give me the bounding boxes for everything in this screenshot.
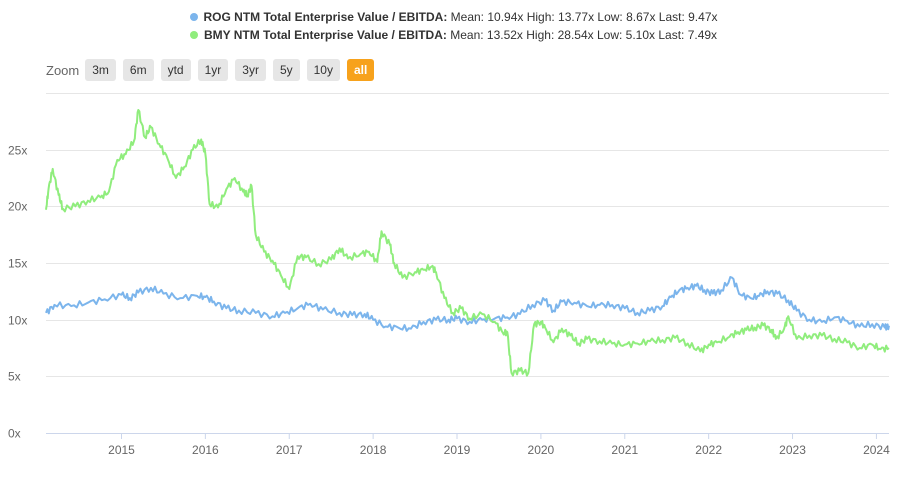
x-tick-label: 2020	[528, 443, 555, 457]
y-tick-label: 5x	[8, 370, 21, 384]
x-tick-label: 2015	[108, 443, 135, 457]
x-tick-label: 2018	[360, 443, 387, 457]
zoom-3m-button[interactable]: 3m	[85, 59, 116, 81]
x-tick-label: 2024	[863, 443, 890, 457]
series-layer	[45, 109, 890, 377]
legend-marker-icon	[189, 30, 198, 39]
zoom-3yr-button[interactable]: 3yr	[235, 59, 266, 81]
x-tick-label: 2021	[611, 443, 638, 457]
zoom-6m-button[interactable]: 6m	[122, 59, 154, 81]
zoom-5y-button[interactable]: 5y	[272, 59, 300, 81]
series-line-rog[interactable]	[45, 276, 890, 332]
y-tick-label: 15x	[8, 257, 27, 271]
legend-marker-icon	[189, 12, 198, 21]
x-tick-label: 2017	[276, 443, 303, 457]
legend-label: ROG NTM Total Enterprise Value / EBITDA	[203, 10, 444, 24]
x-tick-label: 2023	[779, 443, 806, 457]
y-tick-label: 20x	[8, 200, 27, 214]
zoom-ytd-button[interactable]: ytd	[160, 59, 191, 81]
legend-stats: Mean: 13.52x High: 28.54x Low: 5.10x Las…	[450, 28, 718, 42]
series-line-bmy[interactable]	[45, 109, 890, 377]
chart-legend: ROG NTM Total Enterprise Value / EBITDA:…	[0, 8, 907, 44]
legend-label: BMY NTM Total Enterprise Value / EBITDA	[203, 28, 443, 42]
zoom-1yr-button[interactable]: 1yr	[197, 59, 229, 81]
legend-item-rog[interactable]: ROG NTM Total Enterprise Value / EBITDA:…	[0, 8, 907, 26]
grid-lines	[46, 93, 889, 434]
y-tick-label: 0x	[8, 427, 21, 441]
zoom-controls: Zoom 3m 6m ytd 1yr 3yr 5y 10y all	[46, 58, 381, 82]
zoom-label: Zoom	[46, 62, 80, 78]
x-axis: 2015 2016 2017 2018 2019 2020 2021 2022 2023 2024	[108, 433, 890, 457]
y-tick-label: 25x	[8, 144, 27, 158]
y-tick-label: 10x	[8, 314, 27, 328]
legend-item-bmy[interactable]: BMY NTM Total Enterprise Value / EBITDA:…	[0, 26, 907, 44]
x-tick-label: 2022	[695, 443, 722, 457]
y-axis: 0x 5x 10x 15x 20x 25x	[8, 144, 27, 441]
zoom-all-button[interactable]: all	[346, 59, 375, 81]
legend-stats: Mean: 10.94x High: 13.77x Low: 8.67x Las…	[450, 10, 718, 24]
x-tick-label: 2019	[444, 443, 471, 457]
x-tick-label: 2016	[192, 443, 219, 457]
zoom-10y-button[interactable]: 10y	[306, 59, 340, 81]
